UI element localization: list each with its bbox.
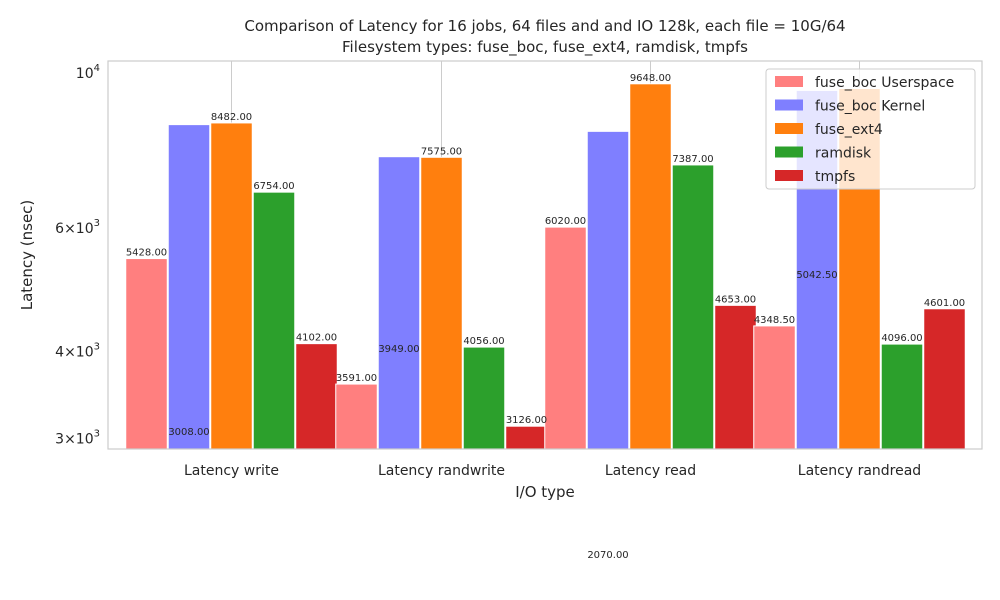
bar-fuse-ext4-0 [210, 122, 253, 450]
bar-fuse-boc-kernel-0 [167, 124, 211, 450]
y-tick-labels: 104 6×103 4×103 3×103 [55, 63, 100, 448]
plot-frame [107, 60, 983, 450]
bar-fuse-ext4-1 [420, 156, 463, 450]
legend-box [765, 68, 976, 190]
bar-ramdisk-1 [462, 346, 506, 450]
y-axis-label: Latency (nsec) [18, 200, 36, 311]
y-tick-label: 104 [76, 63, 100, 82]
data-label: 4653.00 [715, 294, 756, 305]
data-label: 6754.00 [253, 181, 294, 192]
bars [125, 83, 966, 450]
data-label: 4102.00 [296, 333, 337, 344]
data-label: 4056.00 [463, 336, 504, 347]
bar-ramdisk-0 [252, 191, 296, 450]
bar-userspace-overlay-3 [753, 325, 796, 450]
bar-tmpfs-1 [505, 425, 548, 450]
bar-fuse-boc-kernel-2 [586, 130, 630, 450]
legend-label: ramdisk [815, 146, 872, 162]
data-label: 5042.50 [796, 270, 837, 281]
data-label: 8482.00 [211, 112, 252, 123]
chart-title-line2: Filesystem types: fuse_boc, fuse_ext4, r… [342, 38, 748, 57]
x-tick-label: Latency randwrite [378, 463, 505, 479]
legend-swatch [775, 99, 803, 111]
legend-swatch [775, 170, 803, 181]
data-label: 5428.00 [126, 248, 167, 259]
legend-swatch [775, 123, 803, 134]
bar-ramdisk-3 [880, 343, 924, 450]
x-tick-label: Latency randread [798, 463, 921, 479]
data-label: 4601.00 [924, 298, 965, 309]
data-label: 7387.00 [672, 154, 713, 165]
legend-label: fuse_boc Userspace [815, 75, 954, 91]
bar-tmpfs-3 [923, 308, 966, 450]
data-label: 9648.00 [630, 73, 671, 84]
bar-tmpfs-0 [295, 343, 338, 450]
data-label: 6020.00 [545, 216, 586, 227]
data-label: 3126.00 [506, 415, 547, 426]
data-label: 3591.00 [336, 373, 377, 384]
data-label: 3008.00 [168, 427, 209, 438]
legend-label: tmpfs [815, 169, 855, 185]
y-tick-label: 3×103 [55, 429, 100, 448]
data-label: 3949.00 [378, 344, 419, 355]
legend-label: fuse_ext4 [815, 122, 883, 138]
legend-label: fuse_boc Kernel [815, 99, 925, 115]
bar-fuse-ext4-2 [629, 83, 672, 450]
x-tick-label: Latency write [184, 463, 279, 479]
bar-tmpfs-2 [714, 304, 757, 450]
x-tick-labels: Latency write Latency randwrite Latency re… [184, 463, 921, 479]
legend: fuse_boc Userspace fuse_boc Kernel fuse_ex… [765, 68, 976, 190]
y-tick-label: 6×103 [55, 218, 100, 237]
bar-userspace-overlay-0 [125, 258, 168, 450]
bar-userspace-overlay-2 [544, 226, 587, 450]
bar-ramdisk-2 [671, 164, 715, 450]
legend-swatch [775, 76, 803, 87]
x-axis-label: I/O type [515, 483, 575, 501]
data-label: 4348.50 [754, 315, 795, 326]
x-tick-label: Latency read [605, 463, 696, 479]
chart-title-line1: Comparison of Latency for 16 jobs, 64 fi… [244, 17, 845, 35]
data-label: 2070.00 [587, 550, 628, 561]
data-label: 4096.00 [881, 333, 922, 344]
bar-fuse-boc-kernel-1 [377, 156, 421, 450]
y-tick-label: 4×103 [55, 341, 100, 360]
bar-userspace-overlay-1 [335, 383, 378, 450]
legend-swatch [775, 146, 803, 158]
data-label: 7575.00 [421, 146, 462, 157]
data-labels: 5428.00 3591.00 6020.00 4348.50 3008.00 3949.… [126, 73, 965, 561]
